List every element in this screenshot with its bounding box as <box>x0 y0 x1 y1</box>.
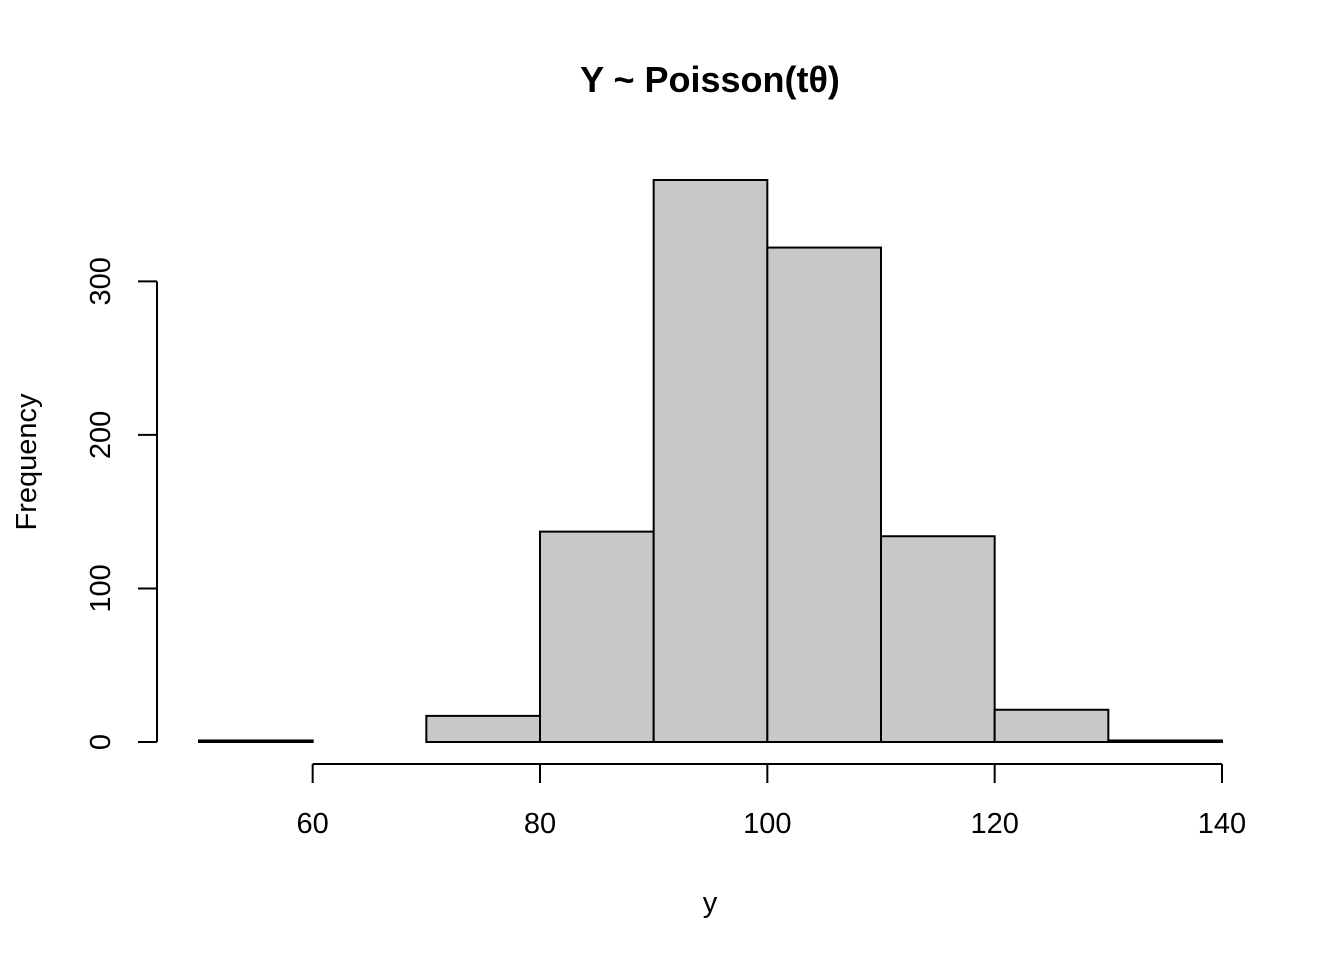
histogram-bar <box>993 708 1110 743</box>
y-axis-label: Frequency <box>11 393 43 531</box>
x-tick-label: 140 <box>1198 808 1246 840</box>
y-tick-label: 300 <box>85 257 117 305</box>
histogram-bar <box>766 246 882 743</box>
histogram-bar <box>652 179 769 743</box>
histogram-bar <box>198 739 314 743</box>
histogram-bar <box>1107 739 1224 743</box>
y-tick-label: 100 <box>85 564 117 612</box>
x-tick-label: 80 <box>524 808 556 840</box>
y-axis: 0 100 200 300 <box>85 257 158 750</box>
x-axis: 60 80 100 120 140 <box>297 763 1246 840</box>
y-tick-label: 0 <box>85 734 117 750</box>
x-tick-label: 100 <box>743 808 791 840</box>
chart-title: Y ~ Poisson(tθ) <box>580 59 840 100</box>
x-tick-label: 60 <box>297 808 329 840</box>
y-tick-label: 200 <box>85 411 117 459</box>
histogram-bar <box>425 714 542 744</box>
x-tick-label: 120 <box>970 808 1018 840</box>
bars-group <box>198 179 1224 744</box>
x-axis-label: y <box>703 887 718 919</box>
histogram-bar <box>539 530 655 743</box>
histogram-bar <box>880 535 996 743</box>
